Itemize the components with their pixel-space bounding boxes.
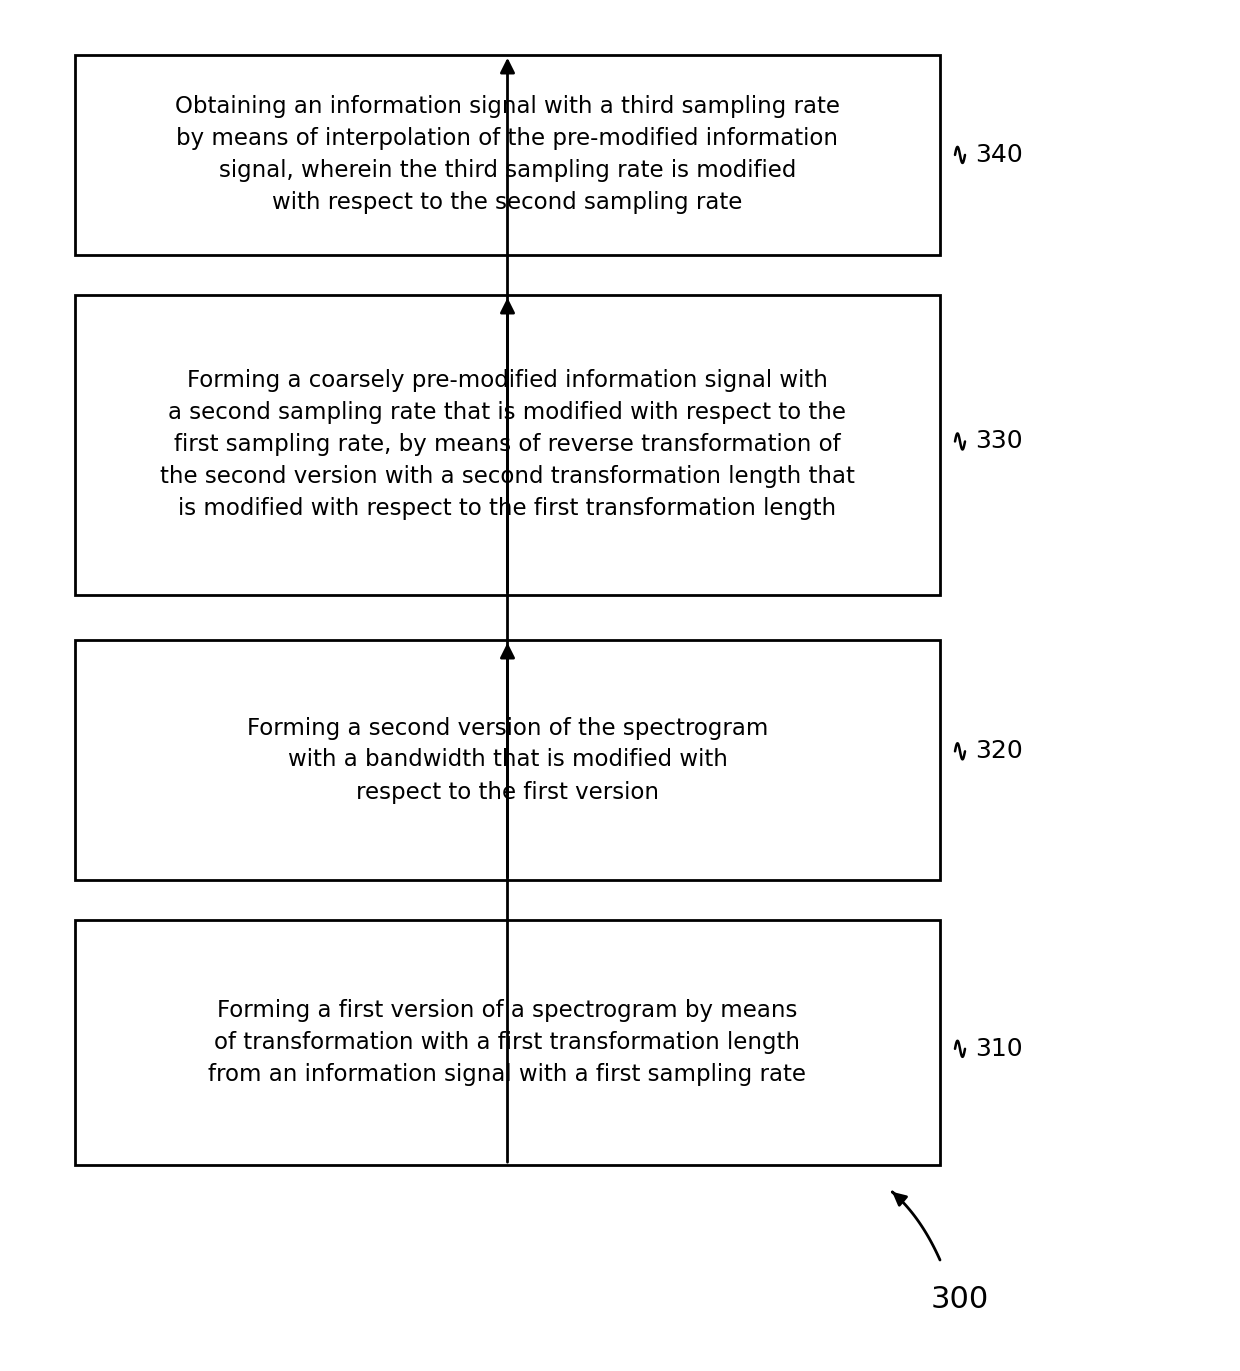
Text: 300: 300: [931, 1286, 990, 1315]
Text: 320: 320: [975, 739, 1023, 764]
Text: Obtaining an information signal with a third sampling rate
by means of interpola: Obtaining an information signal with a t…: [175, 96, 839, 214]
Text: Forming a first version of a spectrogram by means
of transformation with a first: Forming a first version of a spectrogram…: [208, 999, 806, 1086]
Bar: [74, 920, 940, 1165]
Text: 330: 330: [975, 429, 1023, 454]
Bar: [74, 55, 940, 255]
Text: 340: 340: [975, 143, 1023, 167]
Text: Forming a coarsely pre-modified information signal with
a second sampling rate t: Forming a coarsely pre-modified informat…: [160, 370, 854, 521]
Bar: [74, 295, 940, 595]
Bar: [74, 640, 940, 880]
Text: 310: 310: [975, 1036, 1023, 1061]
Text: Forming a second version of the spectrogram
with a bandwidth that is modified wi: Forming a second version of the spectrog…: [247, 717, 769, 803]
